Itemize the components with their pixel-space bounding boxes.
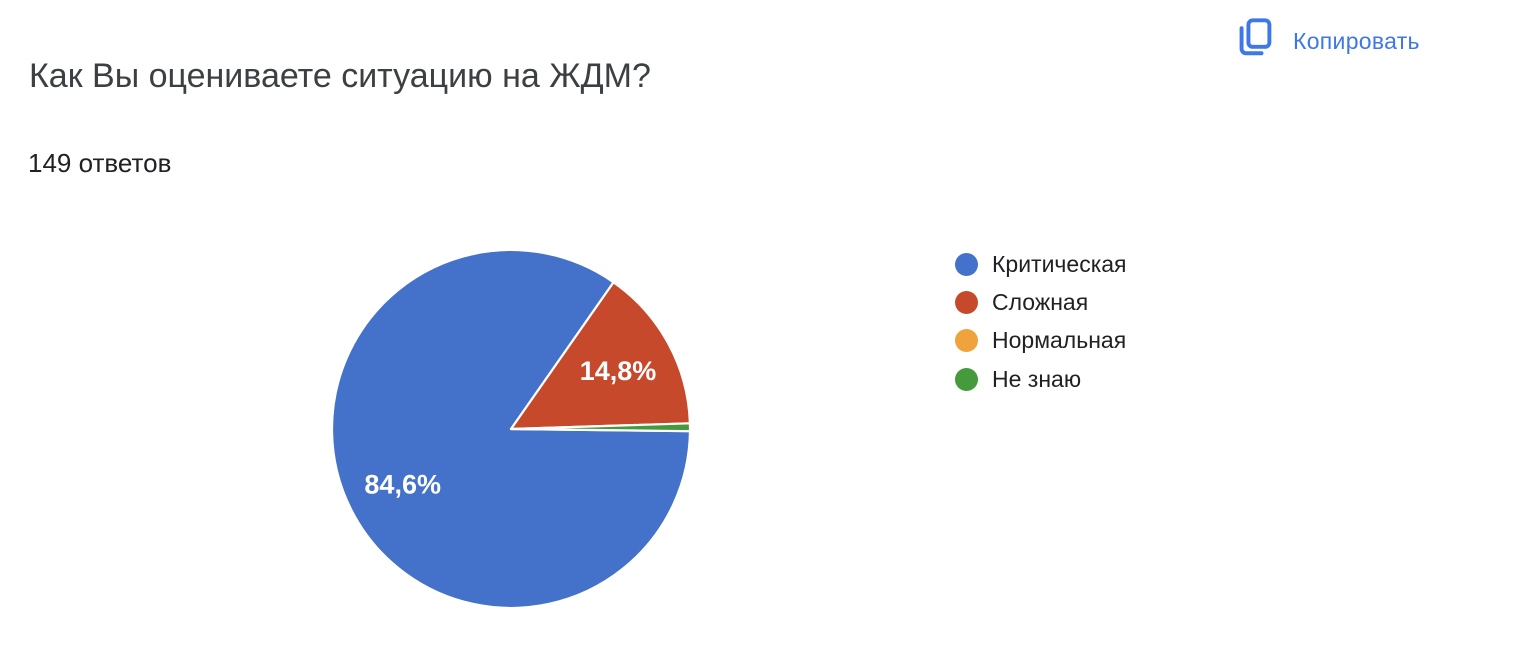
copy-button-label: Копировать <box>1293 27 1420 54</box>
pie-slice-label-2: 14,8% <box>580 356 657 386</box>
content-copy-icon <box>1239 18 1272 56</box>
response-count: 149 ответов <box>28 148 172 178</box>
pie-slice-label-1: 84,6% <box>364 470 441 500</box>
pie-slice-4[interactable] <box>509 422 692 433</box>
pie-slice-1[interactable] <box>330 248 692 610</box>
question-title: Как Вы оцениваете ситуацию на ЖДМ? <box>29 57 651 95</box>
legend-swatch-icon <box>955 252 978 276</box>
legend-label: Не знаю <box>992 365 1082 392</box>
chart-legend: Критическая Сложная Нормальная Не знаю <box>955 245 1127 398</box>
copy-button[interactable]: Копировать <box>1236 18 1420 59</box>
legend-item-2: Сложная <box>955 283 1127 321</box>
legend-label: Критическая <box>992 250 1127 277</box>
legend-item-3: Нормальная <box>955 322 1127 360</box>
legend-swatch-icon <box>955 290 978 314</box>
pie-slice-2[interactable] <box>509 281 692 431</box>
pie-chart: 84,6% 14,8% <box>330 248 692 610</box>
legend-label: Нормальная <box>992 327 1127 354</box>
legend-swatch-icon <box>955 329 978 353</box>
legend-item-4: Не знаю <box>955 360 1127 398</box>
legend-swatch-icon <box>955 367 978 391</box>
legend-label: Сложная <box>992 288 1089 315</box>
legend-item-1: Критическая <box>955 245 1127 283</box>
